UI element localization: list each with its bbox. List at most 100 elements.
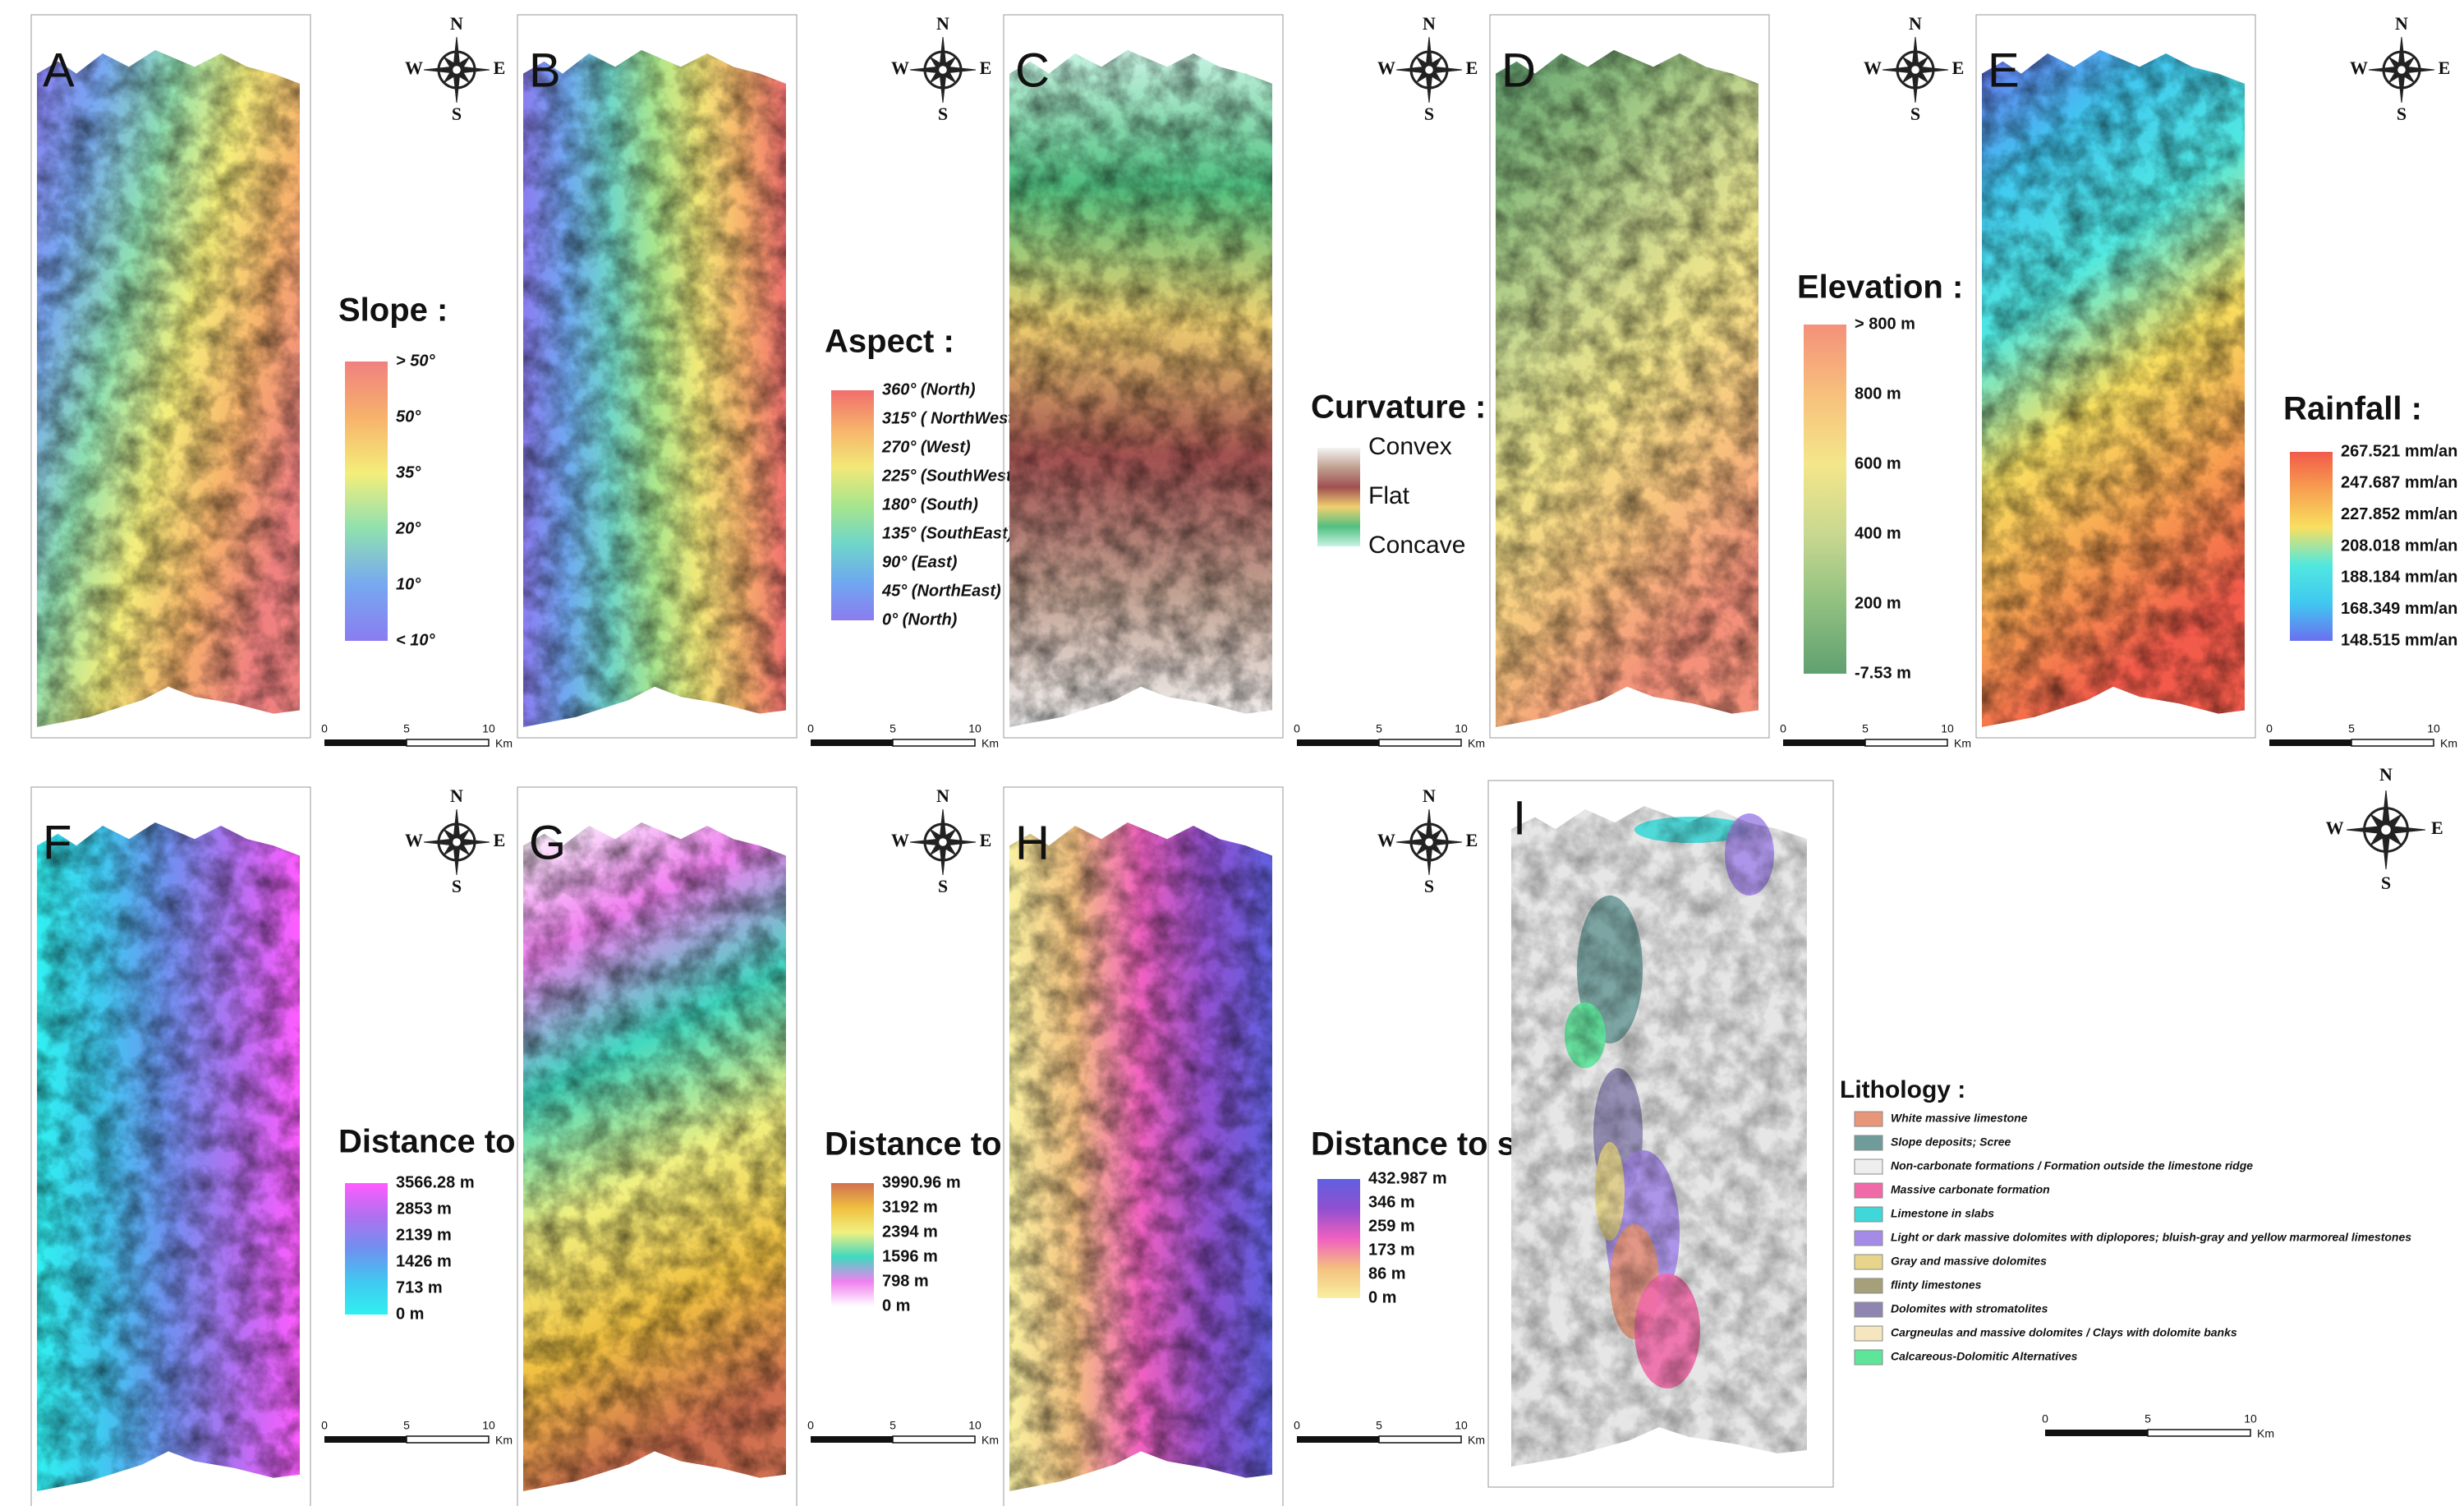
legend-label: 2394 m	[882, 1223, 938, 1241]
legend-swatch	[1854, 1301, 1883, 1318]
compass-hub	[1425, 838, 1433, 846]
compass-hub	[453, 838, 461, 846]
legend-label: Limestone in slabs	[1891, 1207, 1994, 1220]
legend-title: Curvature :	[1311, 389, 1486, 426]
legend-label: 188.184 mm/an	[2341, 569, 2457, 587]
legend-ramp	[345, 362, 388, 641]
legend-label: -7.53 m	[1855, 664, 1911, 682]
legend-label: 35°	[396, 463, 421, 481]
map-frame	[517, 786, 798, 1506]
legend-label: 173 m	[1368, 1241, 1415, 1259]
legend-label: 227.852 mm/an	[2341, 505, 2457, 523]
scale-label: 0	[321, 722, 328, 735]
legend-swatch	[1854, 1135, 1883, 1151]
compass-label: N	[450, 13, 463, 34]
legend-label: 0 m	[396, 1305, 424, 1323]
scale-label: 10	[968, 1419, 981, 1432]
legend-swatch	[1854, 1254, 1883, 1270]
scale-label: 0	[321, 1419, 328, 1432]
map-frame	[517, 14, 798, 739]
legend-title: Slope :	[338, 292, 448, 329]
legend-label: 90° (East)	[882, 553, 958, 571]
compass-label: E	[1466, 830, 1478, 850]
scale-label: 0	[807, 722, 814, 735]
compass-hub	[1425, 66, 1433, 74]
legend-label: Non-carbonate formations / Formation out…	[1891, 1159, 2253, 1172]
compass-label: E	[2431, 817, 2443, 838]
legend-label: 3192 m	[882, 1198, 938, 1216]
legend-label: 800 m	[1855, 385, 1901, 403]
compass-label: E	[980, 830, 992, 850]
map-frame	[1975, 14, 2256, 739]
panel-letter: A	[43, 44, 75, 97]
legend-label: Calcareous-Dolomitic Alternatives	[1891, 1350, 2078, 1363]
legend-label: 86 m	[1368, 1264, 1406, 1283]
scale-bar-white	[892, 739, 976, 747]
legend-label: < 10°	[396, 631, 435, 649]
compass-label: S	[452, 104, 462, 124]
legend-label: 315° ( NorthWest)	[882, 409, 1019, 427]
compass-label: S	[1910, 104, 1920, 124]
compass-label: S	[1424, 876, 1434, 896]
scale-unit: Km	[1468, 1434, 1485, 1447]
compass-label: E	[980, 58, 992, 78]
compass-label: S	[2397, 104, 2407, 124]
legend-label: 400 m	[1855, 524, 1901, 542]
legend-label: Convex	[1368, 433, 1452, 460]
legend-label: 200 m	[1855, 594, 1901, 612]
compass-label: N	[1909, 13, 1922, 34]
scale-unit: Km	[495, 1434, 513, 1447]
panel-letter: D	[1501, 44, 1536, 97]
scale-unit: Km	[2257, 1427, 2274, 1440]
scale-label: 5	[403, 1419, 410, 1432]
map-frame	[30, 786, 311, 1506]
map-hillshade	[37, 822, 300, 1491]
scale-label: 10	[968, 722, 981, 735]
legend-label: 1426 m	[396, 1252, 452, 1270]
compass-label: W	[405, 830, 423, 850]
compass-label: N	[1423, 785, 1436, 806]
scale-bar-white	[892, 1435, 976, 1444]
legend-swatch	[1854, 1111, 1883, 1127]
legend-label: > 50°	[396, 352, 435, 370]
scale-bar-black	[324, 1436, 407, 1443]
legend-label: 600 m	[1855, 454, 1901, 472]
scale-bar-white	[1378, 739, 1462, 747]
scale-bar-black	[2045, 1430, 2148, 1436]
scale-bar-black	[811, 739, 893, 746]
scale-bar-black	[324, 739, 407, 746]
compass-label: W	[891, 58, 909, 78]
panel-letter: I	[1513, 791, 1526, 845]
legend-label: 180° (South)	[882, 495, 978, 514]
map-frame	[1003, 14, 1284, 739]
legend-ramp	[831, 390, 874, 620]
map-frame	[1003, 786, 1284, 1506]
panel-letter: G	[529, 816, 566, 869]
legend-label: 259 m	[1368, 1217, 1415, 1235]
scale-label: 10	[482, 1419, 495, 1432]
legend-label: 0 m	[882, 1296, 910, 1315]
scale-bar-white	[2351, 739, 2434, 747]
compass-label: W	[1377, 58, 1395, 78]
scale-label: 0	[2042, 1412, 2048, 1425]
scale-unit: Km	[1954, 737, 1971, 750]
compass-label: N	[2395, 13, 2408, 34]
legend-label: Light or dark massive dolomites with dip…	[1891, 1231, 2411, 1244]
scale-label: 5	[1862, 722, 1869, 735]
legend-swatch	[1854, 1230, 1883, 1246]
panel-letter: F	[43, 816, 71, 869]
compass-label: S	[1424, 104, 1434, 124]
map-frame	[1487, 780, 1834, 1488]
compass-label: W	[891, 830, 909, 850]
scale-label: 5	[1376, 722, 1382, 735]
legend-ramp	[345, 1183, 388, 1315]
legend-label: White massive limestone	[1891, 1112, 2028, 1125]
scale-bar-white	[1864, 739, 1948, 747]
panel-letter: B	[529, 44, 561, 97]
map-hillshade	[1496, 49, 1758, 727]
legend-label: 0° (North)	[882, 610, 958, 629]
legend-label: 45° (NorthEast)	[881, 582, 1001, 600]
scale-label: 10	[2427, 722, 2440, 735]
legend-swatch	[1854, 1349, 1883, 1366]
